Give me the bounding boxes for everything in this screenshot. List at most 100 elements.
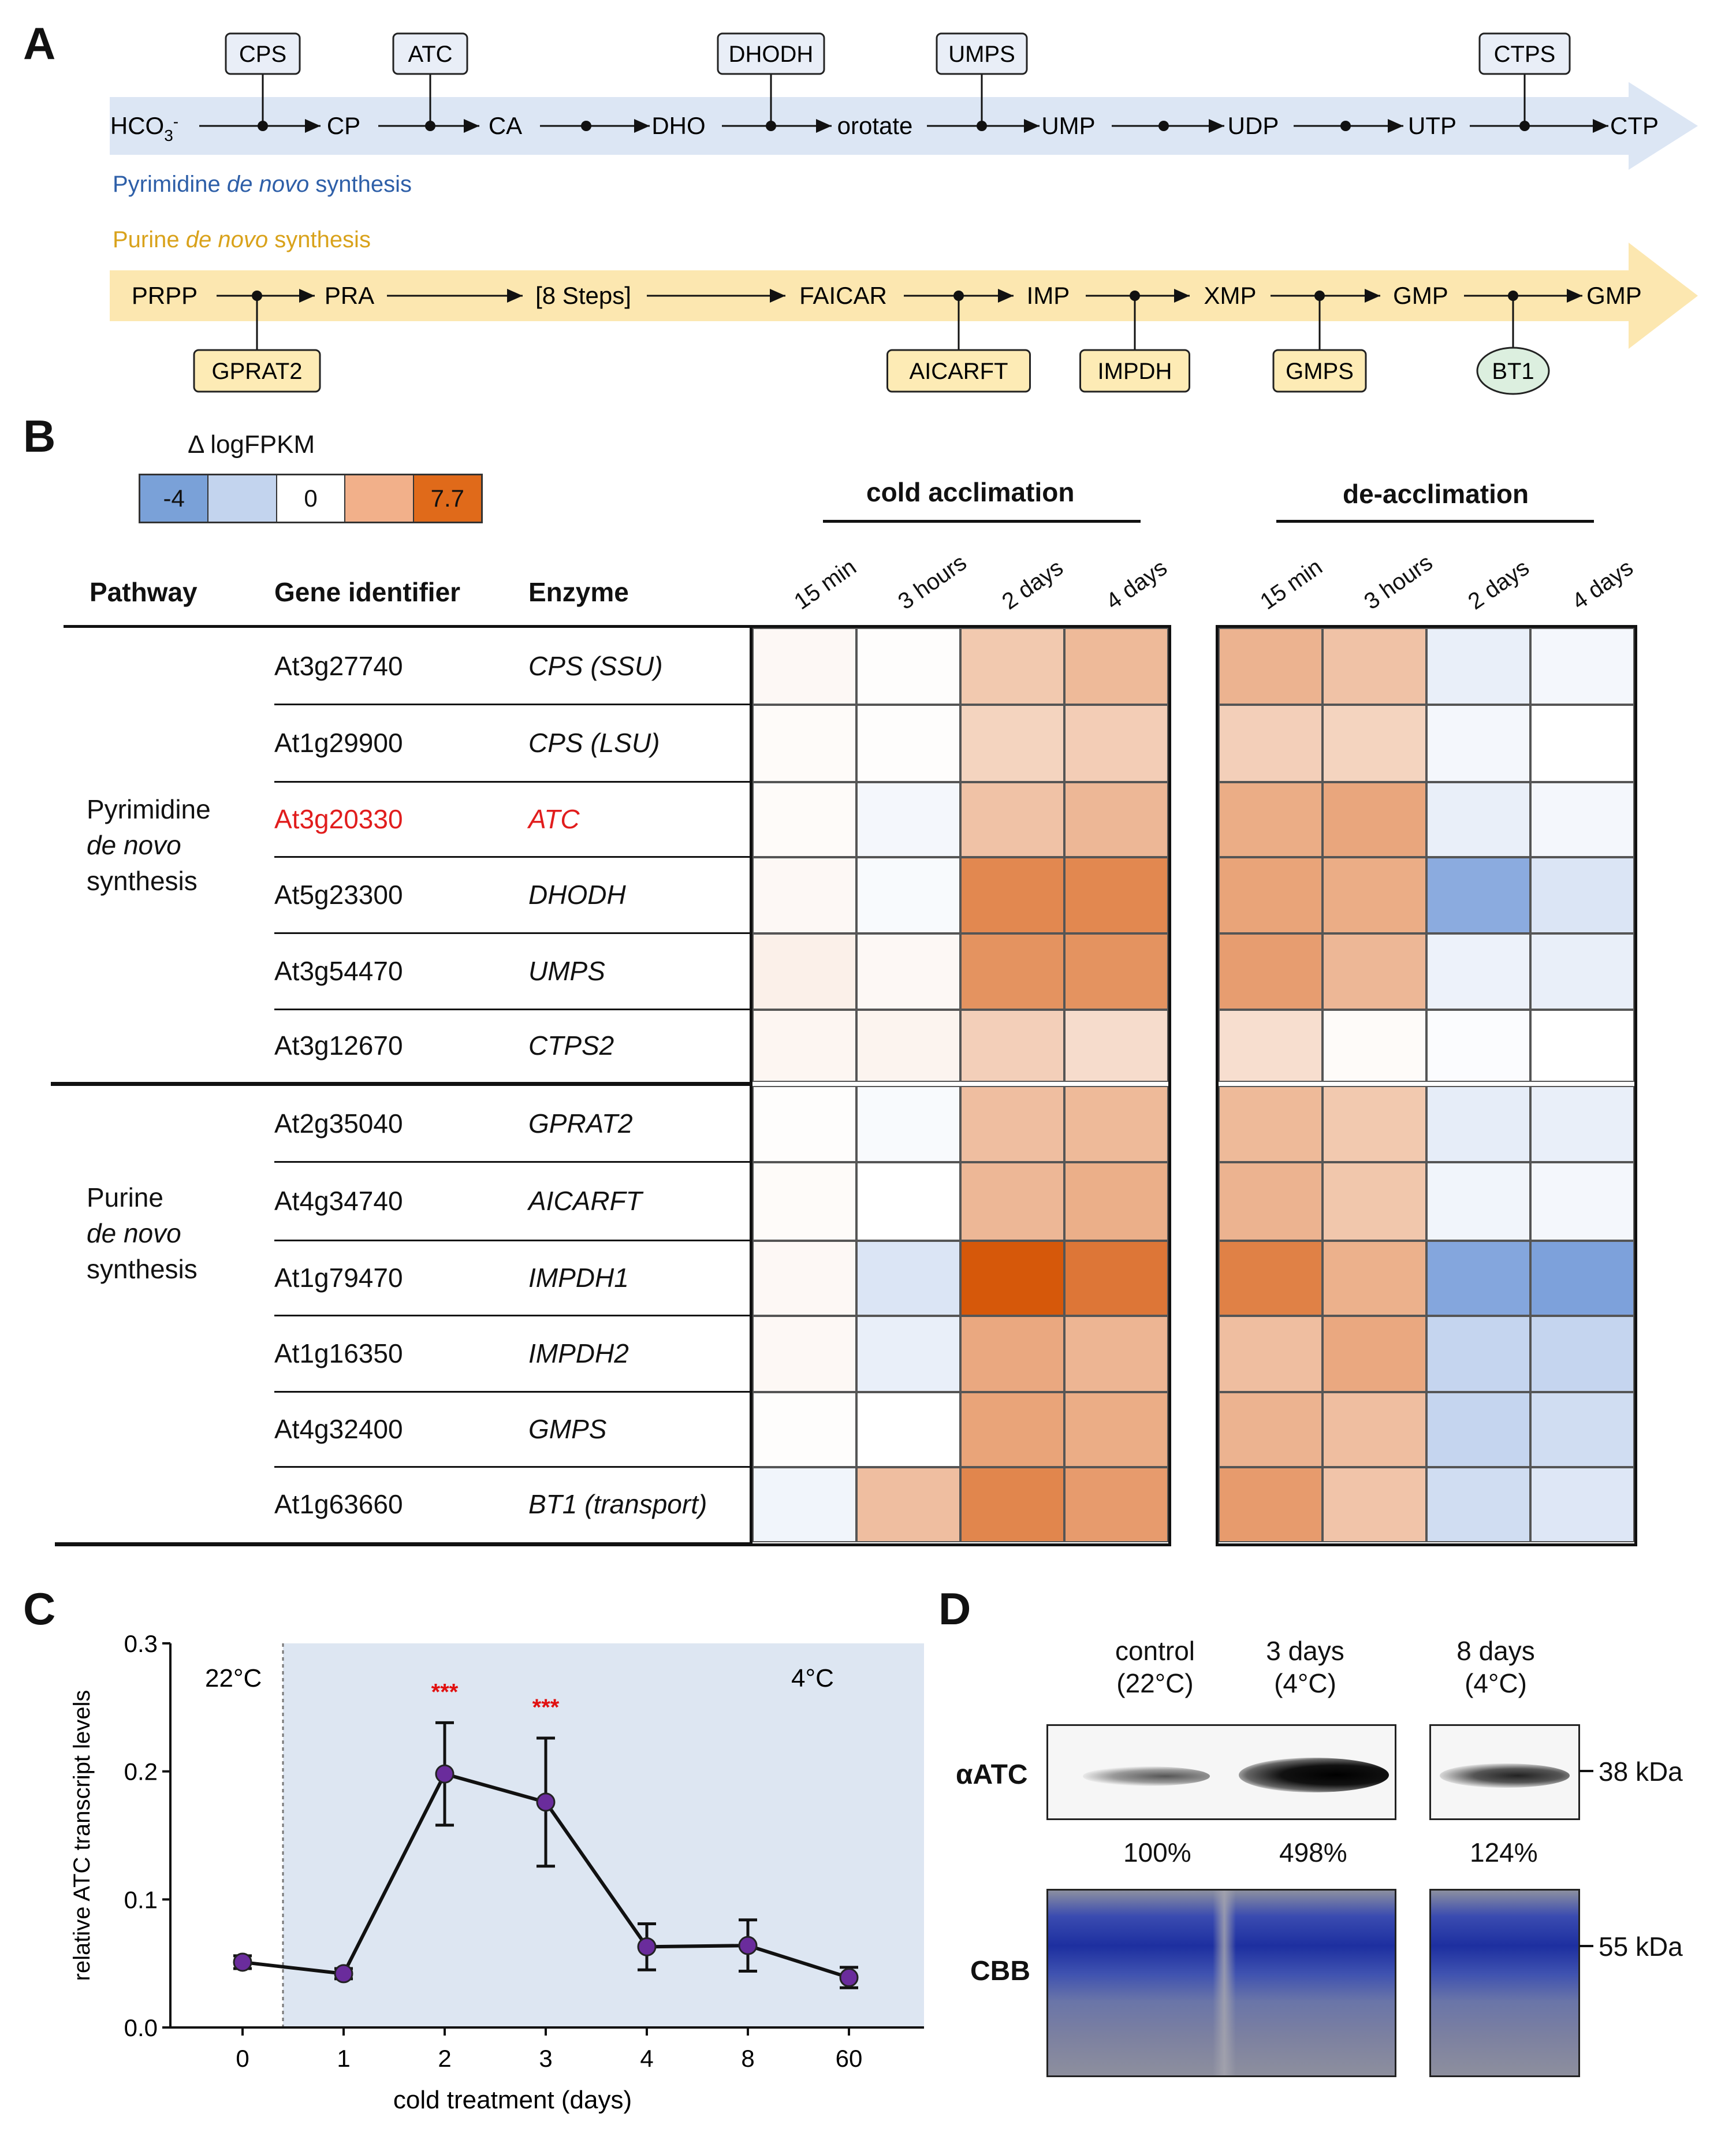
atc-transcript-chart: 0.0 0.1 0.2 0.3 0 1 2 3 4 8 60 cold treatment (days… xyxy=(69,1630,924,2114)
data-point xyxy=(435,1764,455,1784)
heatmap-cell xyxy=(1219,705,1323,782)
heatmap-cell xyxy=(1064,1316,1168,1392)
panel-letter-d: D xyxy=(938,1583,971,1634)
row-divider xyxy=(274,1161,751,1163)
legend-swatch-1 xyxy=(207,475,276,522)
heatmap-cell xyxy=(1064,1162,1168,1241)
col-header-gene: Gene identifier xyxy=(274,577,461,607)
blot-atc-left xyxy=(1046,1724,1396,1820)
row-divider xyxy=(274,1466,751,1468)
heatmap-cell xyxy=(1426,1316,1530,1392)
metabolite-6: UDP xyxy=(1228,112,1279,139)
heatmap-cell xyxy=(1426,1467,1530,1542)
blot-atc-right xyxy=(1429,1724,1580,1820)
gene-identifier: At4g34740 xyxy=(274,1186,403,1216)
blot-col-1-label: control (22°C) xyxy=(1115,1636,1195,1698)
enzyme-name: CPS (LSU) xyxy=(528,728,660,758)
marker-38kda: 38 kDa xyxy=(1599,1757,1683,1787)
heatmap-cell xyxy=(1219,1010,1323,1082)
table-top-rule xyxy=(64,625,751,628)
band-control xyxy=(1083,1766,1210,1786)
row-divider xyxy=(274,932,751,934)
enzyme-name: CPS (SSU) xyxy=(528,650,663,681)
heatmap-cell xyxy=(752,1086,856,1162)
heatmap-cell xyxy=(1323,1241,1426,1316)
heatmap-cell xyxy=(960,1086,1064,1162)
x-tick-label: 2 xyxy=(438,2045,451,2072)
heatmap-cell xyxy=(1219,1467,1323,1542)
group-de-acclimation: de-acclimation xyxy=(1343,479,1529,509)
heatmap-cell xyxy=(1064,1241,1168,1316)
gene-identifier: At5g23300 xyxy=(274,880,403,910)
y-tick-label: 0.2 xyxy=(124,1758,158,1785)
metabolite-8: CTP xyxy=(1610,112,1659,139)
heatmap-cell xyxy=(752,705,856,782)
x-axis-label: cold treatment (days) xyxy=(393,2086,632,2114)
heatmap-cell xyxy=(960,1010,1064,1082)
heatmap-cell xyxy=(1426,857,1530,933)
heatmap-cell xyxy=(1323,1392,1426,1467)
group-cold-acclimation: cold acclimation xyxy=(866,477,1075,507)
blot-col-2-label: 3 days (4°C) xyxy=(1266,1636,1344,1698)
heatmap-cell xyxy=(856,705,960,782)
heatmap-cell xyxy=(1426,1162,1530,1241)
y-tick-label: 0.1 xyxy=(124,1886,158,1913)
heatmap-cell xyxy=(1323,1010,1426,1082)
marker-38-tick xyxy=(1579,1770,1593,1772)
pur-metabolite-1: PRA xyxy=(325,282,374,309)
pur-enzyme-gmps: GMPS xyxy=(1286,359,1354,384)
bt1-ellipse xyxy=(1476,347,1550,395)
pct-control: 100% xyxy=(1123,1837,1191,1867)
row-divider xyxy=(274,1315,751,1316)
pyr-dot xyxy=(1340,121,1351,131)
heatmap-cell xyxy=(1323,705,1426,782)
heatmap-cell xyxy=(752,782,856,857)
heatmap-cell xyxy=(856,628,960,705)
blot-cbb-right xyxy=(1429,1889,1580,2077)
heatmap-cell xyxy=(1219,1392,1323,1467)
metabolite-hco3: HCO3- xyxy=(110,112,178,144)
pathway-diagram: HCO3- CP CA DHO orotate UMP UDP UTP CTP CPS ATC DHO… xyxy=(110,32,1698,395)
heatmap-cell xyxy=(856,857,960,933)
heatmap-cell xyxy=(1530,782,1634,857)
time-header: 4 days xyxy=(1101,555,1172,615)
pur-enzyme-bt1: BT1 xyxy=(1492,359,1534,384)
heatmap-cell xyxy=(1530,1241,1634,1316)
heatmap-cell xyxy=(1219,1162,1323,1241)
enzyme-name: UMPS xyxy=(528,956,605,986)
marker-55-tick xyxy=(1579,1945,1593,1947)
heatmap-cell xyxy=(1064,1086,1168,1162)
x-tick-label: 8 xyxy=(741,2045,754,2072)
pct-8days: 124% xyxy=(1470,1837,1538,1867)
heatmap-cell xyxy=(960,1162,1064,1241)
col-header-pathway: Pathway xyxy=(90,577,198,607)
heatmap-cell xyxy=(1219,933,1323,1010)
pyr-enzyme-box xyxy=(392,32,468,75)
heatmap-cell xyxy=(1426,705,1530,782)
x-tick-label: 60 xyxy=(836,2045,863,2072)
enzyme-name: IMPDH2 xyxy=(528,1338,629,1368)
purine-pathway-label: Purine de novo synthesis xyxy=(113,227,371,252)
heatmap-cell xyxy=(1219,1241,1323,1316)
heatmap-cell xyxy=(1530,705,1634,782)
gene-identifier: At3g12670 xyxy=(274,1030,403,1061)
pyr-enzyme-ctps: CTPS xyxy=(1494,42,1556,67)
heatmap-cell xyxy=(960,782,1064,857)
heatmap-cell xyxy=(752,933,856,1010)
gene-identifier: At1g63660 xyxy=(274,1489,403,1519)
pyrimidine-band xyxy=(110,82,1698,170)
gene-identifier: At3g27740 xyxy=(274,650,403,681)
heatmap-cell xyxy=(960,857,1064,933)
table-bottom-rule xyxy=(55,1542,751,1546)
cold-region-shade xyxy=(283,1643,924,2027)
heatmap-cell xyxy=(1426,1010,1530,1082)
enzyme-name: GPRAT2 xyxy=(528,1108,633,1139)
heatmap-cell xyxy=(752,857,856,933)
blot-row-label-atc: αATC xyxy=(956,1759,1028,1790)
marker-55kda: 55 kDa xyxy=(1599,1932,1683,1962)
heatmap-cell xyxy=(960,1316,1064,1392)
heatmap-cell xyxy=(960,628,1064,705)
heatmap-cell xyxy=(752,1241,856,1316)
pur-metabolite-4: IMP xyxy=(1027,282,1070,309)
metabolite-7: UTP xyxy=(1408,112,1456,139)
